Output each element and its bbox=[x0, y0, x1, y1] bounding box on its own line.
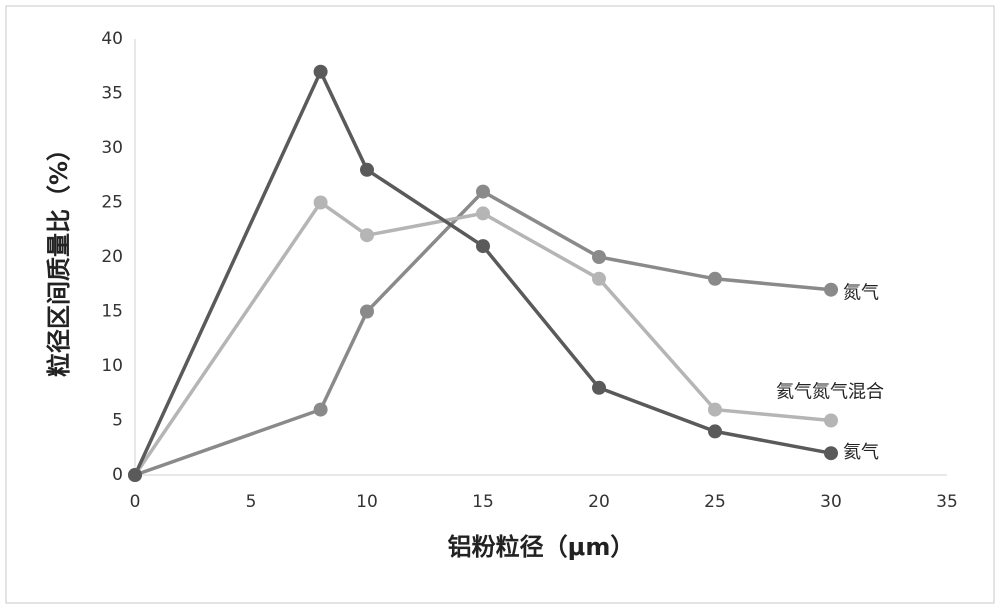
y-tick-label: 40 bbox=[101, 29, 123, 49]
data-point bbox=[708, 403, 722, 417]
x-axis-title: 铝粉粒径（μm） bbox=[448, 533, 635, 561]
y-tick-label: 35 bbox=[101, 84, 123, 104]
data-point bbox=[314, 196, 328, 210]
y-tick-label: 10 bbox=[101, 356, 123, 376]
y-tick-label: 15 bbox=[101, 302, 123, 322]
series-label: 氦气氮气混合 bbox=[776, 382, 884, 403]
data-point bbox=[824, 446, 838, 460]
y-tick-label: 20 bbox=[101, 247, 123, 267]
data-point bbox=[592, 381, 606, 395]
y-tick-label: 25 bbox=[101, 193, 123, 213]
data-point bbox=[128, 468, 142, 482]
data-point bbox=[592, 250, 606, 264]
data-point bbox=[708, 272, 722, 286]
x-tick-label: 5 bbox=[246, 492, 257, 512]
x-tick-label: 0 bbox=[130, 492, 141, 512]
data-point bbox=[824, 283, 838, 297]
data-point bbox=[360, 305, 374, 319]
x-tick-label: 20 bbox=[588, 492, 610, 512]
series-label: 氮气 bbox=[843, 283, 879, 304]
x-tick-label: 35 bbox=[936, 492, 958, 512]
x-tick-label: 30 bbox=[820, 492, 842, 512]
page: 铝粉粒径（μm） 粒径区间质量比（%） 0 5 10 15 20 25 30 35 40 0 5 10… bbox=[0, 0, 1000, 609]
series-label: 氦气 bbox=[843, 442, 879, 463]
data-point bbox=[360, 163, 374, 177]
data-point bbox=[476, 206, 490, 220]
data-point bbox=[476, 239, 490, 253]
data-point bbox=[592, 272, 606, 286]
data-point bbox=[708, 424, 722, 438]
data-point bbox=[824, 414, 838, 428]
data-point bbox=[476, 185, 490, 199]
chart-frame bbox=[6, 6, 994, 603]
y-tick-label: 0 bbox=[112, 465, 123, 485]
x-tick-label: 15 bbox=[472, 492, 494, 512]
data-point bbox=[314, 403, 328, 417]
data-point bbox=[314, 65, 328, 79]
y-axis-title: 粒径区间质量比（%） bbox=[45, 137, 73, 377]
data-point bbox=[360, 228, 374, 242]
x-tick-label: 25 bbox=[704, 492, 726, 512]
y-tick-label: 5 bbox=[112, 411, 123, 431]
chart: 铝粉粒径（μm） 粒径区间质量比（%） 0 5 10 15 20 25 30 35 40 0 5 10… bbox=[0, 0, 1000, 609]
y-tick-label: 30 bbox=[101, 138, 123, 158]
x-tick-label: 10 bbox=[356, 492, 378, 512]
